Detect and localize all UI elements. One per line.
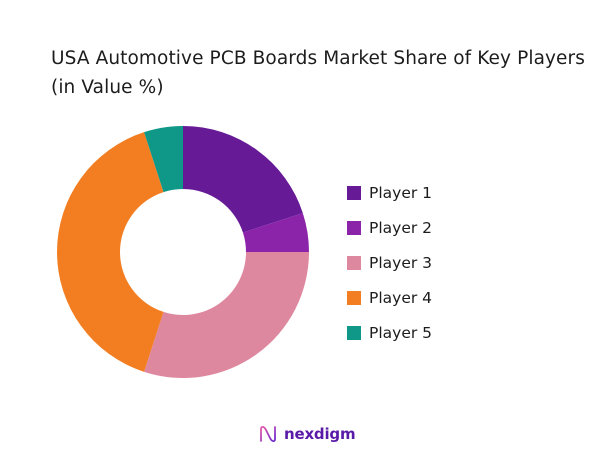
legend-label: Player 5 [369,323,433,342]
legend-item-player-5: Player 5 [347,315,432,350]
donut-slice-player-3 [144,252,309,378]
legend-label: Player 1 [369,183,433,202]
legend-item-player-2: Player 2 [347,210,432,245]
donut-slices [56,126,309,378]
legend-label: Player 2 [369,218,433,237]
logo-text: nexdigm [284,425,356,443]
legend-item-player-1: Player 1 [347,175,432,210]
donut-slice-player-1 [183,126,303,233]
donut-slice-player-2 [242,213,309,252]
legend-swatch [347,325,361,340]
legend-swatch [347,255,361,270]
legend-item-player-3: Player 3 [347,245,432,280]
nexdigm-logo: nexdigm [258,424,356,444]
legend-label: Player 3 [369,253,433,272]
donut-slice-player-5 [144,126,183,193]
nexdigm-wave-icon [260,425,276,443]
donut-chart [56,126,309,378]
legend-swatch [347,290,361,305]
legend-swatch [347,185,361,200]
chart-title: USA Automotive PCB Boards Market Share o… [51,48,585,98]
donut-slice-player-4 [56,132,164,372]
legend-item-player-4: Player 4 [347,280,432,315]
legend-swatch [347,220,361,235]
legend: Player 1 Player 2 Player 3 Player 4 Play… [347,175,432,350]
legend-label: Player 4 [369,288,433,307]
